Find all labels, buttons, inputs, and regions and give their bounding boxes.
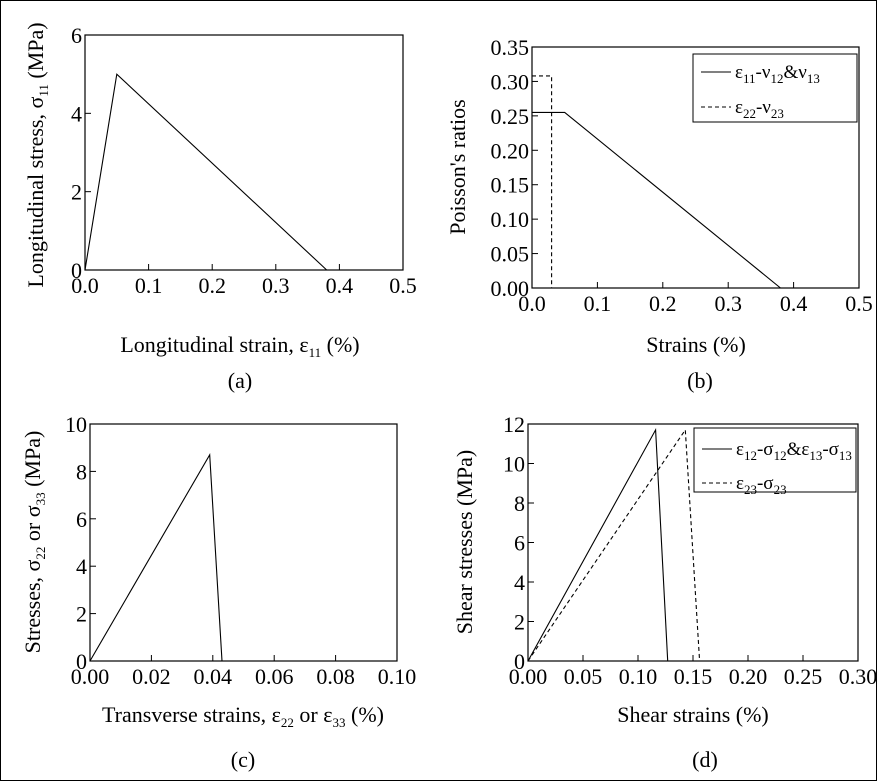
y-tick-label: 0.10 bbox=[491, 207, 530, 232]
x-axis-label: Longitudinal strain, ε11​ (%) bbox=[120, 332, 359, 360]
y-tick-label: 6 bbox=[76, 507, 87, 532]
legend-label-2: ε23​-σ23​ bbox=[736, 473, 787, 497]
x-tick-label: 0.10 bbox=[619, 664, 658, 689]
y-tick-label: 8 bbox=[76, 459, 87, 484]
plot-frame bbox=[84, 34, 404, 271]
chart-panel-3: 0.00 0.02 0.04 0.06 0.08 0.10 0 2 4 6 8 10 Transvers… bbox=[20, 412, 416, 772]
x-tick-label: 0.15 bbox=[674, 664, 713, 689]
x-tick-label: 0.00 bbox=[509, 664, 548, 689]
x-tick-label: 0.02 bbox=[132, 664, 171, 689]
x-tick-label: 0.10 bbox=[378, 664, 417, 689]
y-tick-label: 4 bbox=[514, 570, 525, 595]
x-tick-label: 0.5 bbox=[845, 291, 873, 316]
series-line-1 bbox=[84, 73, 328, 271]
x-tick-label: 0.5 bbox=[389, 273, 417, 298]
x-tick-label: 0.20 bbox=[729, 664, 768, 689]
series-line-2 bbox=[532, 75, 859, 289]
y-tick-label: 0 bbox=[71, 258, 82, 283]
legend-label-2: ε22​-ν23​ bbox=[735, 97, 784, 121]
x-tick-label: 0.04 bbox=[194, 664, 233, 689]
legend: ε11​-ν12​&ν13​ ε22​-ν23​ bbox=[692, 53, 858, 123]
y-tick-label: 0.30 bbox=[491, 69, 530, 94]
y-tick-label: 0.20 bbox=[491, 138, 530, 163]
y-tick-label: 6 bbox=[514, 531, 525, 556]
legend-label-1: ε12​-σ12​&ε13​-σ13​ bbox=[736, 439, 852, 463]
y-tick-label: 0.25 bbox=[491, 104, 530, 129]
y-tick-label: 0 bbox=[76, 649, 87, 674]
x-axis-label: Transverse strains, ε22​ or ε33​ (%) bbox=[102, 702, 384, 730]
y-tick-label: 0.15 bbox=[491, 173, 530, 198]
x-tick-label: 0.2 bbox=[649, 291, 677, 316]
chart-panel-2: 0.0 0.1 0.2 0.3 0.4 0.5 0.00 0.05 0.10 0.15 0.20 0.… bbox=[445, 35, 873, 393]
y-tick-label: 6 bbox=[71, 23, 82, 48]
x-tick-label: 0.25 bbox=[784, 664, 823, 689]
y-tick-label: 8 bbox=[514, 491, 525, 516]
series-line-2 bbox=[527, 428, 701, 662]
y-tick-label: 2 bbox=[76, 602, 87, 627]
legend: ε12​-σ12​&ε13​-σ13​ ε23​-σ23​ bbox=[693, 427, 857, 497]
x-tick-label: 0.1 bbox=[584, 291, 612, 316]
chart-panel-1: 0.0 0.1 0.2 0.3 0.4 0.5 0 2 4 6 Longitudinal strai… bbox=[23, 22, 417, 393]
series-line-1 bbox=[89, 452, 223, 662]
x-tick-label: 0.1 bbox=[135, 273, 163, 298]
x-tick-label: 0.0 bbox=[518, 291, 546, 316]
y-tick-label: 0.05 bbox=[491, 242, 530, 267]
x-tick-label: 0.05 bbox=[564, 664, 603, 689]
x-tick-label: 0.0 bbox=[71, 273, 99, 298]
x-tick-label: 0.00 bbox=[71, 664, 110, 689]
x-tick-label: 0.4 bbox=[780, 291, 808, 316]
plot-frame bbox=[89, 423, 398, 662]
series-line-1 bbox=[532, 111, 859, 289]
legend-box bbox=[693, 427, 857, 493]
plot-frame bbox=[531, 46, 860, 289]
y-tick-label: 10 bbox=[503, 452, 525, 477]
series-line-1 bbox=[527, 427, 669, 662]
x-tick-label: 0.30 bbox=[839, 664, 877, 689]
y-tick-label: 2 bbox=[514, 610, 525, 635]
y-tick-label: 12 bbox=[503, 412, 525, 437]
y-axis-label: Poisson's ratios bbox=[445, 99, 470, 234]
y-tick-label: 4 bbox=[76, 554, 87, 579]
panel-label: (b) bbox=[687, 368, 713, 393]
x-tick-label: 0.4 bbox=[326, 273, 354, 298]
legend-box bbox=[692, 53, 858, 123]
y-axis-label: Stresses, σ22​ or σ33​ (MPa) bbox=[20, 431, 48, 654]
x-tick-label: 0.08 bbox=[316, 664, 355, 689]
y-axis-label: Longitudinal stress, σ11​ (MPa) bbox=[23, 22, 51, 287]
panel-label: (d) bbox=[692, 747, 718, 772]
y-tick-label: 0.00 bbox=[491, 276, 530, 301]
panel-label: (c) bbox=[231, 747, 255, 772]
y-tick-label: 0.35 bbox=[491, 35, 530, 60]
x-tick-label: 0.3 bbox=[262, 273, 290, 298]
chart-panel-4: 0.00 0.05 0.10 0.15 0.20 0.25 0.30 0 2 4 6 8 10 12 She… bbox=[452, 412, 877, 772]
x-axis-label: Strains (%) bbox=[646, 332, 746, 357]
x-tick-label: 0.2 bbox=[198, 273, 226, 298]
y-tick-label: 4 bbox=[71, 101, 82, 126]
y-tick-label: 2 bbox=[71, 180, 82, 205]
x-tick-label: 0.3 bbox=[714, 291, 742, 316]
y-tick-label: 10 bbox=[65, 412, 87, 437]
x-tick-label: 0.06 bbox=[255, 664, 294, 689]
y-tick-label: 0 bbox=[514, 649, 525, 674]
x-axis-label: Shear strains (%) bbox=[617, 702, 769, 727]
legend-label-1: ε11​-ν12​&ν13​ bbox=[735, 62, 820, 86]
panel-label: (a) bbox=[228, 368, 252, 393]
y-axis-label: Shear stresses (MPa) bbox=[452, 450, 477, 635]
